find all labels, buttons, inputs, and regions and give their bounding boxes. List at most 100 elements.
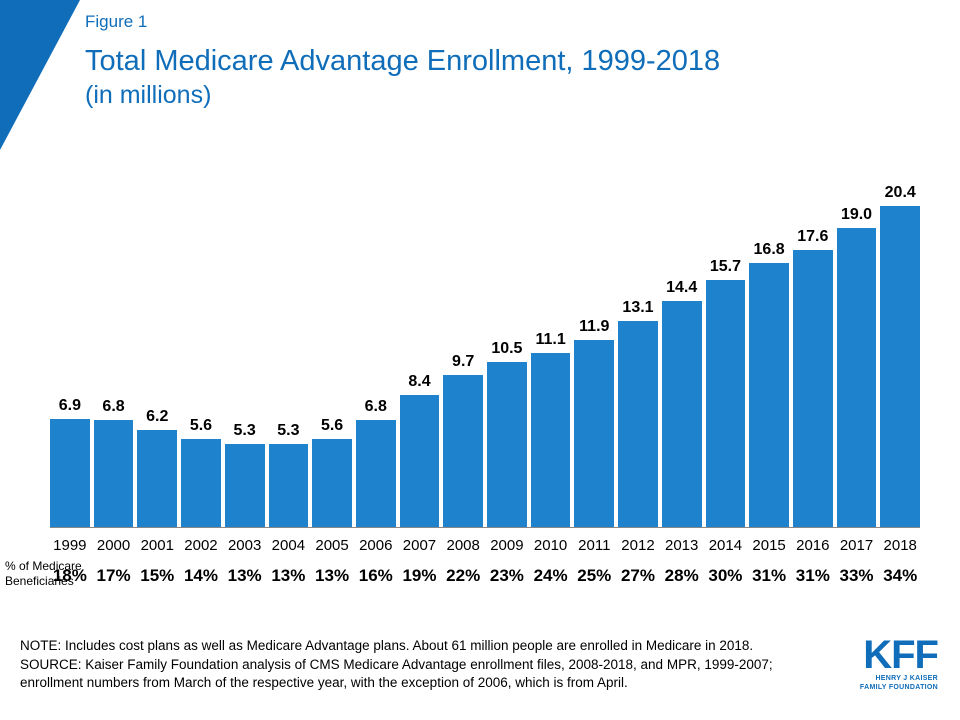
logo-subtitle2: FAMILY FOUNDATION [860,684,938,692]
bar-rect [487,362,527,527]
year-label: 2012 [618,537,658,554]
year-label: 2011 [574,537,614,554]
year-label: 2015 [749,537,789,554]
bar-rect [181,439,221,527]
percent-label: 19% [400,566,440,586]
bar-value-label: 6.8 [356,398,396,416]
bar-rect [137,430,177,527]
percent-label: 15% [137,566,177,586]
bar-rect [706,280,746,527]
bar: 6.8 [94,420,134,527]
bar-rect [400,395,440,527]
year-label: 2006 [356,537,396,554]
bar: 16.8 [749,263,789,527]
percent-label: 18% [50,566,90,586]
percent-label: 34% [880,566,920,586]
percent-label: 22% [443,566,483,586]
bars-container: 6.96.86.25.65.35.35.66.88.49.710.511.111… [50,198,920,528]
title-block: Total Medicare Advantage Enrollment, 199… [85,44,920,110]
bar-rect [225,444,265,527]
bar-rect [269,444,309,527]
bar-value-label: 16.8 [749,241,789,259]
bar: 19.0 [837,228,877,527]
bar-rect [793,250,833,527]
bar-value-label: 5.3 [225,422,265,440]
kff-logo: KFF HENRY J KAISER FAMILY FOUNDATION [860,637,938,692]
bar-value-label: 19.0 [837,206,877,224]
corner-accent-triangle [0,0,80,150]
bar: 20.4 [880,206,920,527]
bar-rect [880,206,920,527]
bar-value-label: 10.5 [487,340,527,358]
percent-label: 31% [749,566,789,586]
bar-chart: 6.96.86.25.65.35.35.66.88.49.710.511.111… [50,170,920,590]
bar-value-label: 13.1 [618,299,658,317]
bar-rect [312,439,352,527]
bar-rect [356,420,396,527]
bar-rect [443,375,483,527]
bar: 17.6 [793,250,833,527]
bar-value-label: 5.6 [312,417,352,435]
bar-value-label: 17.6 [793,228,833,246]
percent-label: 25% [574,566,614,586]
percent-label: 24% [531,566,571,586]
bar-rect [837,228,877,527]
year-label: 2017 [837,537,877,554]
bar-rect [618,321,658,527]
chart-title: Total Medicare Advantage Enrollment, 199… [85,44,920,79]
bar-rect [749,263,789,527]
year-label: 2007 [400,537,440,554]
bar: 5.3 [225,444,265,527]
bar-value-label: 6.9 [50,397,90,415]
percent-label: 28% [662,566,702,586]
bar-rect [94,420,134,527]
bar-value-label: 11.1 [531,331,571,349]
bar: 9.7 [443,375,483,527]
bar: 15.7 [706,280,746,527]
bar-value-label: 15.7 [706,258,746,276]
bar-value-label: 9.7 [443,353,483,371]
percent-row: 18%17%15%14%13%13%13%16%19%22%23%24%25%2… [50,566,920,586]
year-label: 2000 [94,537,134,554]
logo-text: KFF [860,637,938,673]
bar: 11.1 [531,353,571,527]
bar-rect [574,340,614,527]
bar: 6.9 [50,419,90,527]
bar-value-label: 5.3 [269,422,309,440]
percent-label: 13% [269,566,309,586]
source-text: SOURCE: Kaiser Family Foundation analysi… [20,656,810,692]
bar: 5.6 [312,439,352,527]
bar-value-label: 6.2 [137,408,177,426]
year-label: 2004 [269,537,309,554]
percent-label: 31% [793,566,833,586]
bar-rect [662,301,702,527]
percent-label: 13% [225,566,265,586]
note-text: NOTE: Includes cost plans as well as Med… [20,637,810,655]
year-label: 2002 [181,537,221,554]
year-label: 2013 [662,537,702,554]
bar: 6.2 [137,430,177,527]
year-label: 2014 [706,537,746,554]
bar-rect [50,419,90,527]
year-label: 2016 [793,537,833,554]
year-label: 2005 [312,537,352,554]
year-label: 2001 [137,537,177,554]
percent-label: 33% [837,566,877,586]
bar-value-label: 8.4 [400,373,440,391]
year-label: 2008 [443,537,483,554]
chart-subtitle: (in millions) [85,81,920,110]
bar-value-label: 6.8 [94,398,134,416]
percent-label: 30% [706,566,746,586]
percent-label: 14% [181,566,221,586]
year-label: 2010 [531,537,571,554]
percent-label: 13% [312,566,352,586]
year-label: 2003 [225,537,265,554]
bar-rect [531,353,571,527]
bar: 5.6 [181,439,221,527]
bar: 14.4 [662,301,702,527]
bar: 13.1 [618,321,658,527]
bar-value-label: 5.6 [181,417,221,435]
bar: 8.4 [400,395,440,527]
bar: 6.8 [356,420,396,527]
bar: 11.9 [574,340,614,527]
